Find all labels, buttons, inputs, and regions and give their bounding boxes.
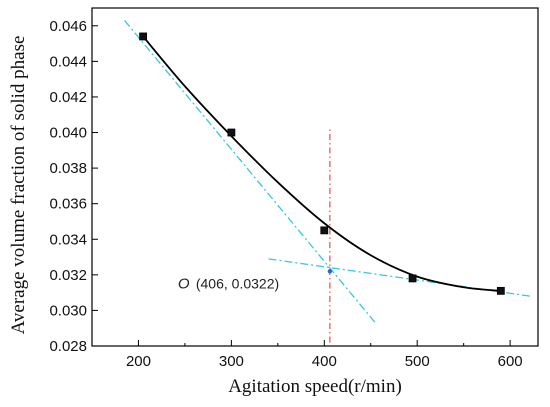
y-ticks: 0.028 0.030 0.032 0.034 0.036 0.038 0.040 0.042… (49, 18, 98, 355)
y-tick-label: 0.030 (49, 302, 87, 319)
x-ticks: 200 300 400 500 600 (126, 340, 523, 370)
plot-lines (124, 20, 531, 343)
x-axis-title: Agitation speed(r/min) (228, 376, 402, 397)
y-tick-label: 0.040 (49, 125, 87, 142)
y-tick-label: 0.042 (49, 89, 87, 106)
intersection-label-o: O (178, 275, 190, 292)
intersection-label: (406, 0.0322) (196, 275, 279, 291)
fit-curve (142, 35, 501, 292)
y-tick-label: 0.046 (49, 18, 87, 35)
data-point (408, 274, 417, 283)
y-tick-label: 0.044 (49, 53, 87, 70)
intersection-point (327, 269, 333, 274)
data-point (139, 32, 148, 41)
y-tick-label: 0.036 (49, 196, 87, 213)
x-tick-label: 200 (126, 353, 151, 370)
tangent-line (124, 20, 376, 324)
y-axis-title: Average volume fraction of solid phase (8, 36, 29, 335)
annotation-group: O (406, 0.0322) (178, 275, 279, 292)
x-tick-label: 600 (498, 353, 523, 370)
x-tick-label: 500 (405, 353, 430, 370)
y-tick-label: 0.038 (49, 160, 87, 177)
y-tick-label: 0.034 (49, 231, 87, 248)
x-tick-label: 400 (312, 353, 337, 370)
plot-axes (91, 7, 539, 347)
plot-frame (91, 7, 539, 347)
y-tick-label: 0.028 (49, 338, 87, 355)
y-tick-label: 0.032 (49, 267, 87, 284)
data-point (227, 128, 236, 137)
x-tick-label: 300 (219, 353, 244, 370)
data-points (139, 32, 505, 295)
data-point (496, 286, 505, 295)
data-point (320, 226, 329, 235)
